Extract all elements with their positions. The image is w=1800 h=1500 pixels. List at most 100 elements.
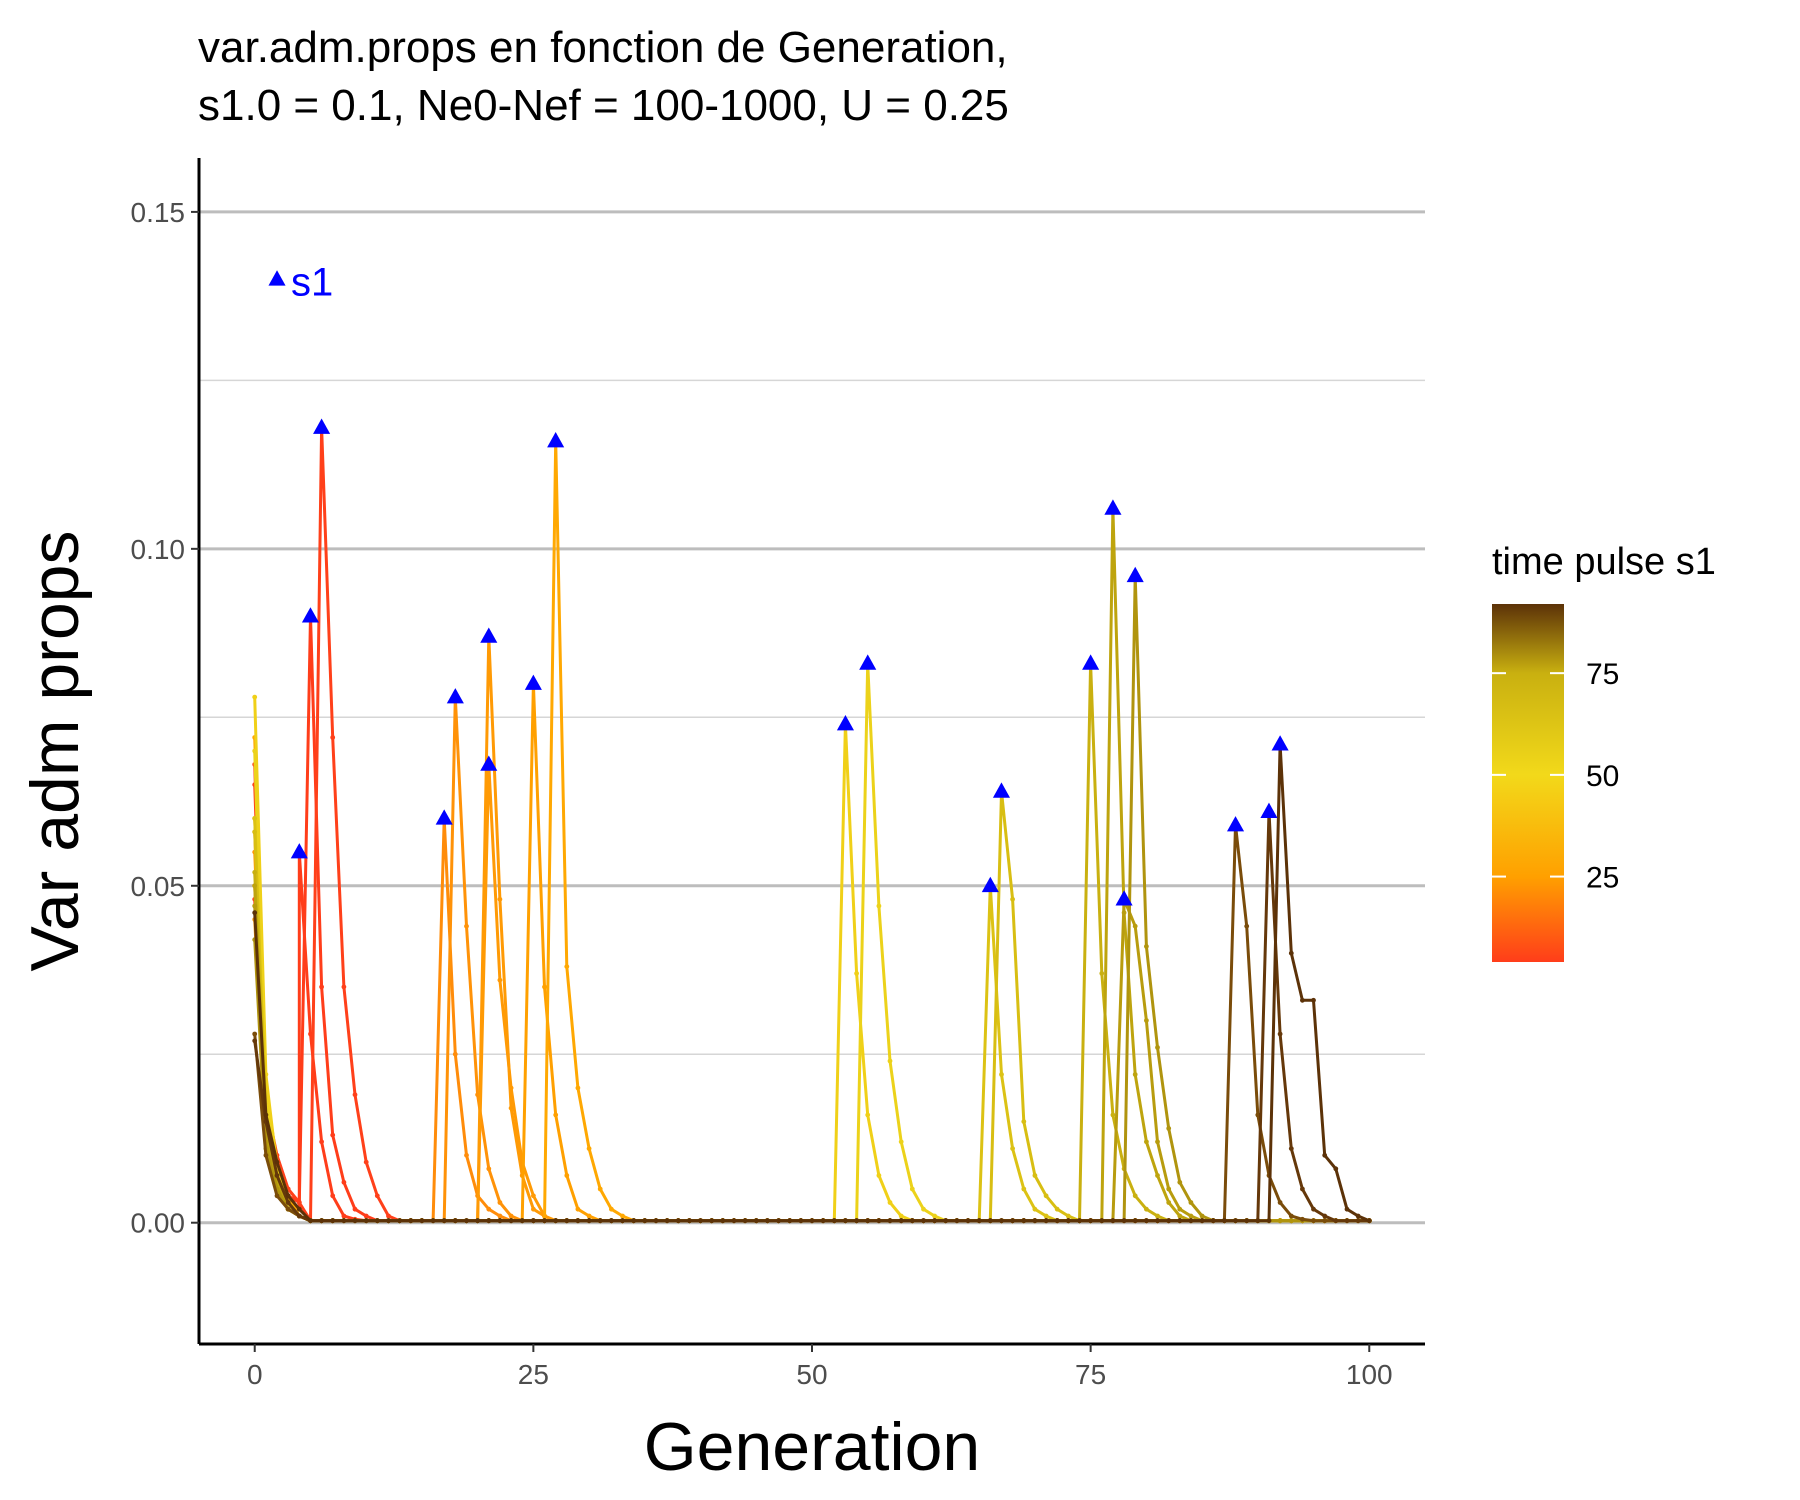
series-point <box>531 1193 536 1199</box>
series-point <box>352 1218 358 1224</box>
series-point <box>1177 1206 1183 1212</box>
series-point <box>1155 1045 1160 1050</box>
series-point <box>709 1218 715 1224</box>
series-point <box>508 1218 514 1224</box>
peak-marker <box>480 627 498 643</box>
series-point <box>564 1218 570 1224</box>
series-point <box>854 971 859 976</box>
series-point <box>252 748 258 754</box>
series-point <box>999 1072 1004 1077</box>
series-point <box>1088 1218 1093 1224</box>
series-point <box>341 984 347 990</box>
series-point <box>1288 950 1294 956</box>
series-point <box>1177 1213 1183 1219</box>
series-point <box>1155 1139 1160 1145</box>
marker-legend: s1 <box>268 260 333 304</box>
series-point <box>1155 1173 1160 1178</box>
series-point <box>898 1213 904 1219</box>
series-line <box>253 818 1370 1223</box>
series-point <box>285 1193 291 1199</box>
peak-marker <box>435 809 453 825</box>
series-point <box>1188 1218 1194 1224</box>
series-point <box>1144 944 1149 949</box>
series-point <box>475 1218 480 1224</box>
series-point <box>597 1186 603 1192</box>
series-point <box>252 1038 258 1044</box>
x-tick-label: 50 <box>796 1359 827 1390</box>
series-point <box>319 984 324 990</box>
series-point <box>553 1218 559 1224</box>
marker-layer <box>290 418 1289 906</box>
series-point <box>932 1218 937 1224</box>
peak-marker <box>1271 735 1289 751</box>
series-point <box>675 1218 681 1224</box>
series-line <box>253 742 1370 1223</box>
series-point <box>742 1218 748 1224</box>
series-point <box>1355 1218 1361 1224</box>
series-point <box>586 1213 592 1219</box>
series-point <box>1132 1072 1138 1077</box>
series-point <box>1166 1218 1172 1224</box>
x-tick-label: 0 <box>247 1359 263 1390</box>
series-point <box>441 1218 447 1224</box>
series-point <box>1099 1218 1105 1224</box>
peak-marker <box>1115 890 1133 906</box>
series-point <box>319 1218 324 1224</box>
x-tick-label: 75 <box>1075 1359 1106 1390</box>
y-tick-label: 0.05 <box>131 871 186 902</box>
series-point <box>531 1206 536 1212</box>
series-point <box>1054 1218 1060 1224</box>
peak-marker <box>1082 654 1100 670</box>
series-point <box>865 1218 871 1224</box>
peak-marker <box>992 782 1011 798</box>
series-point <box>464 1152 469 1158</box>
series-point <box>274 1173 280 1178</box>
series-point <box>1244 923 1250 929</box>
series-point <box>909 1218 915 1224</box>
peak-marker <box>480 755 498 771</box>
y-tick-label: 0.10 <box>131 534 186 565</box>
series-point <box>609 1218 614 1224</box>
series-point <box>887 1218 893 1224</box>
series-point <box>820 1218 826 1224</box>
series-point <box>787 1218 793 1224</box>
series-point <box>1288 1218 1294 1224</box>
peak-marker <box>446 688 464 704</box>
series-point <box>1233 1218 1238 1224</box>
grid-layer <box>199 210 1425 1225</box>
series-point <box>1021 1218 1027 1224</box>
series-point <box>1065 1218 1071 1224</box>
series-point <box>296 1200 302 1205</box>
chart-title-line1: var.adm.props en fonction de Generation, <box>198 23 1008 72</box>
series-line <box>253 810 1370 1223</box>
series-point <box>1121 1218 1127 1224</box>
series-line <box>253 506 1370 1223</box>
series-point <box>854 1218 859 1224</box>
series-point <box>452 1051 458 1057</box>
series-point <box>1144 1206 1149 1212</box>
series-line <box>253 682 1370 1223</box>
series-line <box>253 426 1370 1223</box>
series-line <box>253 661 1370 1223</box>
series-point <box>1222 1218 1227 1224</box>
series-point <box>865 1112 871 1118</box>
series-point <box>308 1218 313 1224</box>
series-point <box>497 1218 503 1224</box>
series-point <box>352 1092 358 1098</box>
series-point <box>887 1200 893 1205</box>
series-point <box>954 1218 960 1224</box>
series-point <box>620 1213 625 1219</box>
series-point <box>976 1218 982 1224</box>
series-point <box>631 1218 637 1224</box>
series-point <box>497 896 503 902</box>
series-point <box>252 1031 258 1037</box>
series-point <box>386 1213 391 1219</box>
series-point <box>999 1218 1004 1224</box>
series-point <box>1032 1173 1038 1178</box>
x-axis-label: Generation <box>644 1409 980 1485</box>
marker-legend-triangle <box>268 270 286 286</box>
series-point <box>531 1218 536 1224</box>
series-point <box>1043 1193 1049 1199</box>
series-point <box>1010 1218 1015 1224</box>
series-point <box>1333 1166 1339 1172</box>
